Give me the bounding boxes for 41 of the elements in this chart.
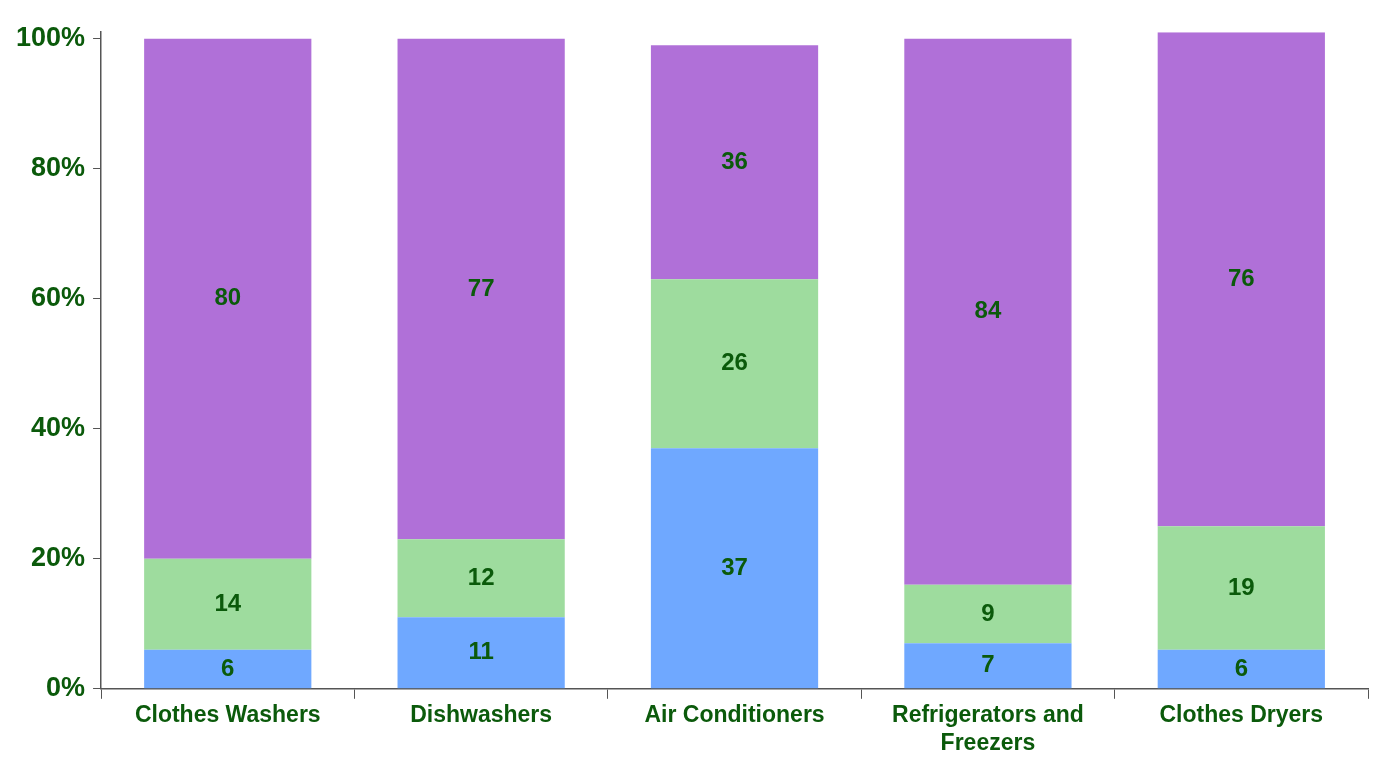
- data-label: 6: [1234, 653, 1248, 681]
- bar: [1157, 526, 1325, 650]
- bar: [397, 38, 565, 540]
- bar: [397, 539, 565, 618]
- y-tick-label: 40%: [31, 412, 86, 443]
- bar: [650, 448, 819, 689]
- bar: [144, 649, 312, 689]
- x-tick-label: Refrigerators and Freezers: [892, 700, 1084, 755]
- bar: [650, 279, 819, 449]
- bar: [1157, 32, 1325, 527]
- y-tick-label: 80%: [31, 152, 86, 183]
- data-label: 77: [467, 273, 495, 301]
- bar: [144, 558, 312, 650]
- data-label: 9: [981, 598, 995, 626]
- bar: [904, 584, 1072, 644]
- data-label: 11: [468, 637, 494, 665]
- data-label: 14: [214, 588, 242, 616]
- bar: [650, 45, 819, 280]
- data-label: 76: [1227, 263, 1255, 291]
- bar: [904, 643, 1072, 689]
- y-tick-label: 100%: [15, 22, 86, 53]
- data-label: 26: [721, 348, 748, 376]
- x-tick-label: Clothes Washers: [134, 700, 321, 727]
- bar: [904, 38, 1072, 585]
- data-label: 80: [214, 283, 242, 311]
- x-tick-label: Dishwashers: [410, 700, 553, 727]
- data-label: 37: [721, 552, 748, 580]
- data-label: 36: [721, 146, 748, 174]
- bar: [397, 617, 565, 689]
- y-tick-label: 60%: [31, 282, 86, 313]
- y-tick-label: 0%: [46, 672, 86, 703]
- x-tick-label: Air Conditioners: [644, 700, 825, 727]
- data-label: 19: [1227, 572, 1255, 600]
- bar: [1157, 649, 1325, 689]
- bar: [144, 38, 312, 559]
- y-tick-label: 20%: [31, 542, 86, 573]
- data-label: 7: [981, 650, 995, 678]
- data-label: 84: [974, 296, 1002, 324]
- data-label: 6: [221, 653, 235, 681]
- data-label: 12: [467, 562, 495, 590]
- x-tick-label: Clothes Dryers: [1159, 700, 1324, 727]
